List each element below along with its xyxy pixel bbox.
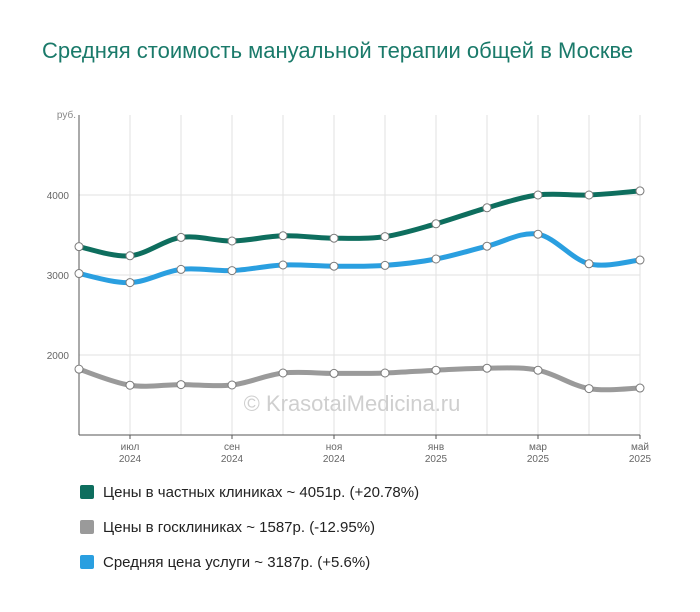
data-point	[125, 278, 135, 288]
grid	[78, 115, 641, 435]
data-point	[227, 380, 237, 390]
legend-item: Средняя цена услуги ~ 3187р. (+5.6%)	[80, 552, 419, 572]
legend-item: Цены в госклиниках ~ 1587р. (-12.95%)	[80, 517, 419, 537]
data-point	[533, 365, 543, 375]
data-point	[74, 242, 84, 252]
data-point	[533, 190, 543, 200]
x-tick-label-month: май	[631, 442, 649, 453]
data-point	[431, 219, 441, 229]
legend-label: Цены в частных клиниках ~ 4051р. (+20.78…	[103, 483, 420, 501]
data-point	[125, 251, 135, 261]
axes: 200030004000руб.июл2024сен2024ноя2024янв…	[47, 109, 652, 465]
legend-swatch	[80, 485, 94, 499]
data-point	[329, 261, 339, 271]
x-tick-label-month: мар	[529, 442, 547, 453]
data-point	[278, 260, 288, 270]
x-tick-label-month: сен	[224, 442, 240, 453]
data-point	[431, 254, 441, 264]
series-line-0	[76, 188, 643, 259]
data-point	[635, 383, 645, 393]
y-tick-label: 3000	[47, 271, 70, 282]
legend-swatch	[80, 555, 94, 569]
x-tick-label-year: 2024	[323, 454, 346, 465]
x-tick-label-year: 2024	[119, 454, 142, 465]
data-point	[329, 233, 339, 243]
data-point	[482, 241, 492, 251]
data-point	[380, 260, 390, 270]
data-point	[584, 384, 594, 394]
legend-swatch	[80, 520, 94, 534]
legend-label: Цены в госклиниках ~ 1587р. (-12.95%)	[103, 518, 376, 536]
x-tick-label-month: янв	[428, 442, 444, 453]
data-point	[125, 380, 135, 390]
data-point	[329, 368, 339, 378]
y-tick-label: 2000	[47, 351, 70, 362]
legend-label: Средняя цена услуги ~ 3187р. (+5.6%)	[103, 553, 371, 571]
data-point	[74, 364, 84, 374]
x-tick-label-year: 2025	[425, 454, 448, 465]
data-point	[584, 259, 594, 269]
data-point	[278, 368, 288, 378]
data-point	[380, 232, 390, 242]
data-point	[482, 363, 492, 373]
series-line-1	[76, 365, 643, 393]
data-point	[635, 255, 645, 265]
data-point	[278, 231, 288, 241]
data-point	[74, 269, 84, 279]
price-line-chart: © KrasotaiMedicina.ru 2000 3000 4000 руб. ию…	[47, 109, 652, 465]
data-point	[431, 365, 441, 375]
chart-title: Средняя стоимость мануальной терапии общ…	[42, 38, 634, 63]
y-tick-label: 4000	[47, 191, 70, 202]
watermark: © KrasotaiMedicina.ru	[244, 391, 461, 416]
x-tick-label-year: 2025	[629, 454, 652, 465]
data-point	[227, 236, 237, 246]
data-point	[584, 190, 594, 200]
data-point	[176, 232, 186, 242]
legend-item: Цены в частных клиниках ~ 4051р. (+20.78…	[80, 482, 419, 502]
data-point	[482, 203, 492, 213]
data-point	[533, 229, 543, 239]
x-tick-label-month: июл	[121, 442, 140, 453]
data-point	[380, 368, 390, 378]
x-tick-label-year: 2024	[221, 454, 244, 465]
data-point	[635, 186, 645, 196]
x-tick-label-month: ноя	[326, 442, 343, 453]
data-point	[176, 380, 186, 390]
data-point	[176, 264, 186, 274]
data-point	[227, 266, 237, 276]
y-unit-label: руб.	[57, 109, 76, 121]
series-lines	[76, 188, 643, 393]
series-points	[74, 186, 645, 394]
chart-legend: Цены в частных клиниках ~ 4051р. (+20.78…	[80, 482, 419, 587]
x-tick-label-year: 2025	[527, 454, 550, 465]
